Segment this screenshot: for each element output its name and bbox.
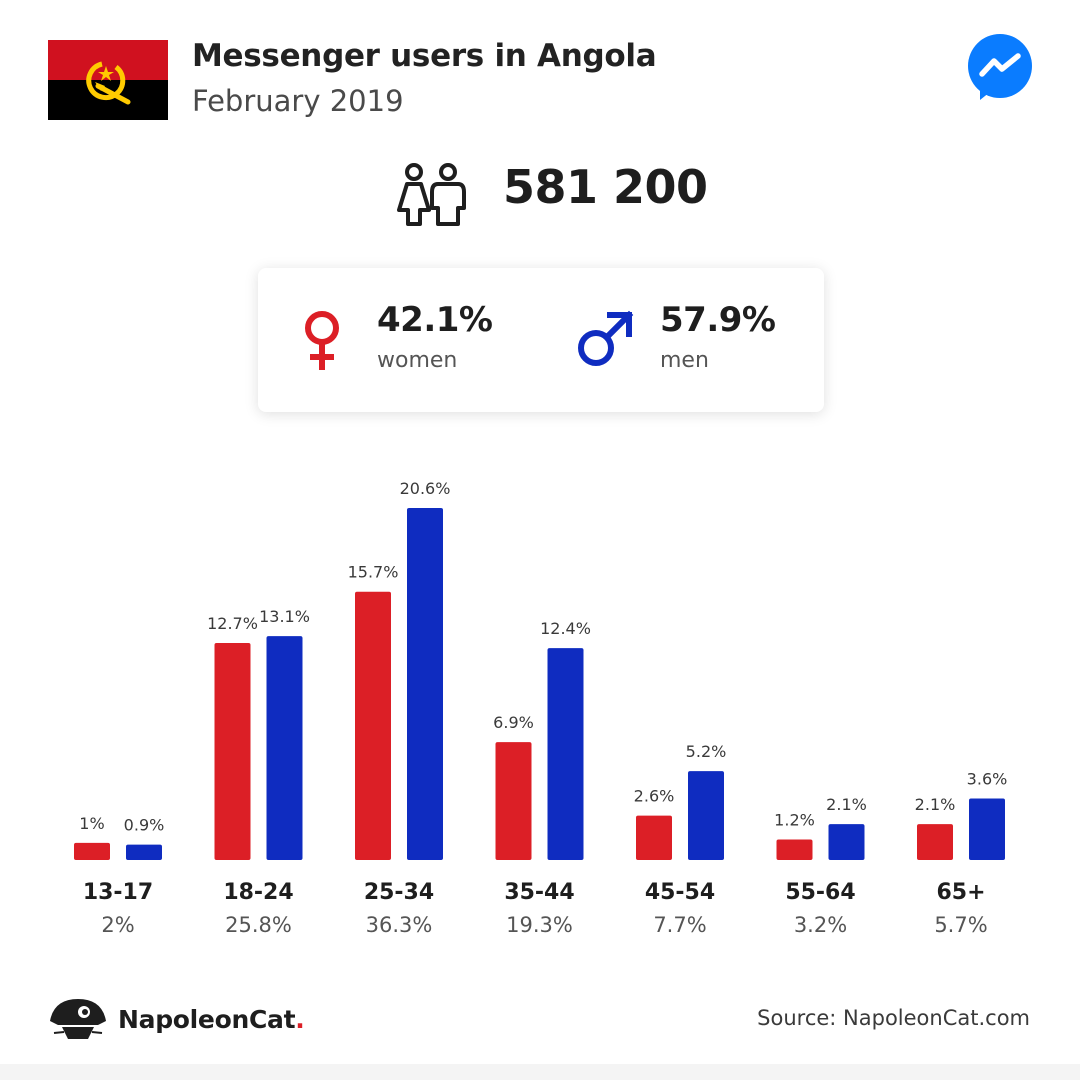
data-label-men-18-24: 13.1%	[259, 607, 310, 626]
bottom-strip	[0, 1064, 1080, 1080]
category-total-55-64: 3.2%	[794, 913, 847, 937]
category-label-18-24: 18-24	[223, 880, 293, 905]
messenger-logo-icon	[968, 34, 1032, 100]
bar-women-35-44	[495, 742, 532, 860]
category-total-45-54: 7.7%	[653, 913, 706, 937]
category-total-18-24: 25.8%	[225, 913, 292, 937]
category-total-35-44: 19.3%	[506, 913, 573, 937]
bar-men-25-34	[407, 508, 443, 860]
bar-men-13-17	[126, 844, 162, 860]
napoleoncat-brand-text: NapoleonCat	[118, 1004, 296, 1034]
bar-women-45-54	[636, 815, 672, 860]
data-label-women-13-17: 1%	[79, 814, 104, 833]
angola-flag	[48, 40, 168, 120]
page-title: Messenger users in Angola	[192, 38, 657, 74]
female-symbol-icon	[305, 311, 339, 370]
data-label-women-35-44: 6.9%	[493, 713, 534, 732]
bar-men-45-54	[688, 771, 724, 860]
women-percentage: 42.1%	[377, 300, 493, 340]
category-total-65+: 5.7%	[934, 913, 987, 937]
men-label: men	[660, 348, 709, 373]
data-label-men-65+: 3.6%	[967, 769, 1008, 788]
data-label-men-13-17: 0.9%	[124, 816, 165, 835]
bar-women-18-24	[214, 642, 251, 860]
women-label: women	[377, 348, 458, 373]
bar-women-25-34	[355, 591, 391, 860]
data-label-men-35-44: 12.4%	[540, 619, 591, 638]
men-percentage: 57.9%	[660, 300, 776, 340]
category-label-45-54: 45-54	[645, 880, 715, 905]
bar-men-55-64	[828, 824, 865, 860]
data-label-women-25-34: 15.7%	[348, 563, 399, 582]
bar-women-65+	[917, 824, 953, 860]
category-label-65+: 65+	[936, 880, 985, 905]
category-label-13-17: 13-17	[83, 880, 153, 905]
category-label-35-44: 35-44	[504, 880, 574, 905]
users-icon	[397, 163, 466, 226]
total-users: 581 200	[503, 160, 708, 214]
age-bar-chart: 1% 0.9% 13-17 2% 12.7% 13.1% 18-24 25.8% 15.7% 20…	[74, 479, 1008, 937]
data-label-men-55-64: 2.1%	[826, 795, 867, 814]
category-label-55-64: 55-64	[785, 880, 855, 905]
male-symbol-icon	[578, 310, 634, 366]
category-label-25-34: 25-34	[364, 880, 434, 905]
data-label-men-25-34: 20.6%	[400, 479, 451, 498]
bar-men-18-24	[266, 636, 303, 860]
data-label-women-18-24: 12.7%	[207, 614, 258, 633]
napoleoncat-cat-icon	[50, 999, 106, 1039]
data-label-women-45-54: 2.6%	[634, 787, 675, 806]
data-label-men-45-54: 5.2%	[686, 742, 727, 761]
bar-women-55-64	[776, 839, 813, 860]
category-total-25-34: 36.3%	[366, 913, 433, 937]
napoleoncat-logo: NapoleonCat.	[48, 995, 305, 1043]
bar-men-65+	[969, 798, 1005, 860]
bar-men-35-44	[547, 648, 584, 860]
data-label-women-65+: 2.1%	[915, 795, 956, 814]
source-text: Source: NapoleonCat.com	[757, 1006, 1030, 1030]
category-total-13-17: 2%	[101, 913, 134, 937]
gender-summary-card: 42.1% women 57.9% men	[258, 268, 824, 412]
bar-women-13-17	[74, 842, 110, 860]
page-subtitle: February 2019	[192, 84, 404, 118]
brand-dot: .	[295, 1004, 305, 1034]
data-label-women-55-64: 1.2%	[774, 810, 815, 829]
